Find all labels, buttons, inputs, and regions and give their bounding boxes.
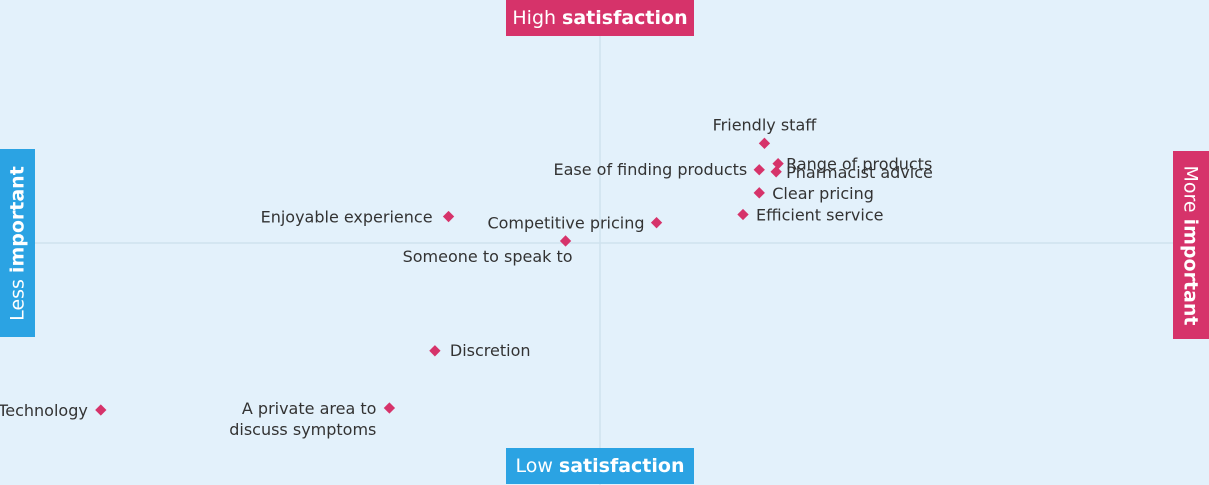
point-marker xyxy=(559,235,572,247)
point-label-line: Range of products xyxy=(786,155,932,174)
point-label: Ease of finding products xyxy=(553,160,747,179)
point-label-line: Discretion xyxy=(450,341,531,360)
data-point: Enjoyable experience xyxy=(261,208,455,227)
point-label: Competitive pricing xyxy=(487,214,644,233)
point-label-line: Ease of finding products xyxy=(553,160,747,179)
point-label-line: A private area to xyxy=(242,399,377,418)
point-label-line: Friendly staff xyxy=(713,115,818,134)
point-marker xyxy=(429,345,441,357)
point-marker xyxy=(770,166,782,178)
low-label-light: Low xyxy=(515,455,553,477)
point-marker xyxy=(753,187,765,199)
point-marker xyxy=(758,137,771,149)
point-label: Discretion xyxy=(450,341,531,360)
low-satisfaction-label: Low satisfaction xyxy=(506,448,694,484)
more-label-bold: important xyxy=(1180,218,1202,326)
low-label-bold: satisfaction xyxy=(558,455,685,477)
point-label: Range of products xyxy=(786,155,932,174)
data-point: Competitive pricing xyxy=(487,214,663,233)
point-label-line: Competitive pricing xyxy=(487,214,644,233)
less-important-text: Less important xyxy=(0,150,35,338)
point-label: Pharmacist advice xyxy=(786,163,933,182)
point-marker xyxy=(737,208,749,221)
more-important-label: More important xyxy=(1173,151,1209,339)
point-marker xyxy=(442,210,455,223)
data-point: Clear pricing xyxy=(753,184,874,203)
high-label-light: High xyxy=(512,7,557,29)
point-label-line: Efficient service xyxy=(756,206,883,225)
point-marker xyxy=(650,217,663,229)
point-label-line: discuss symptoms xyxy=(229,420,376,439)
data-points: Friendly staff Range of products Ease of f… xyxy=(0,115,933,439)
more-label-light: More xyxy=(1180,165,1202,213)
data-point: Ease of finding products xyxy=(553,160,765,179)
point-label-line: Pharmacist advice xyxy=(786,163,933,182)
point-marker xyxy=(383,402,396,414)
less-important-label: Less important xyxy=(0,149,35,337)
less-label-light: Less xyxy=(6,279,28,321)
point-marker xyxy=(772,158,784,170)
data-point: A private area to discuss symptoms xyxy=(229,399,396,439)
high-satisfaction-label: High satisfaction xyxy=(506,0,694,36)
less-label-bold: important xyxy=(6,166,28,274)
data-point: Someone to speak to xyxy=(403,235,573,266)
point-label: Technology xyxy=(0,401,88,420)
data-point: Efficient service xyxy=(737,206,883,225)
point-label: Clear pricing xyxy=(772,184,874,203)
data-point: Friendly staff xyxy=(713,115,818,149)
point-label: A private area to discuss symptoms xyxy=(229,399,376,439)
more-important-text: More important xyxy=(1174,152,1209,340)
point-label-line: Technology xyxy=(0,401,88,420)
data-point: Pharmacist advice xyxy=(770,163,933,182)
point-label-line: Clear pricing xyxy=(772,184,874,203)
high-label-bold: satisfaction xyxy=(562,7,688,29)
point-label: Someone to speak to xyxy=(403,247,573,266)
point-label: Enjoyable experience xyxy=(261,208,433,227)
point-label-line: Enjoyable experience xyxy=(261,208,433,227)
point-marker xyxy=(753,164,765,176)
point-label: Efficient service xyxy=(756,206,883,225)
point-label-line: Someone to speak to xyxy=(403,247,573,266)
point-label: Friendly staff xyxy=(713,115,818,134)
data-point: Range of products xyxy=(772,155,932,174)
data-point: Discretion xyxy=(429,341,531,360)
